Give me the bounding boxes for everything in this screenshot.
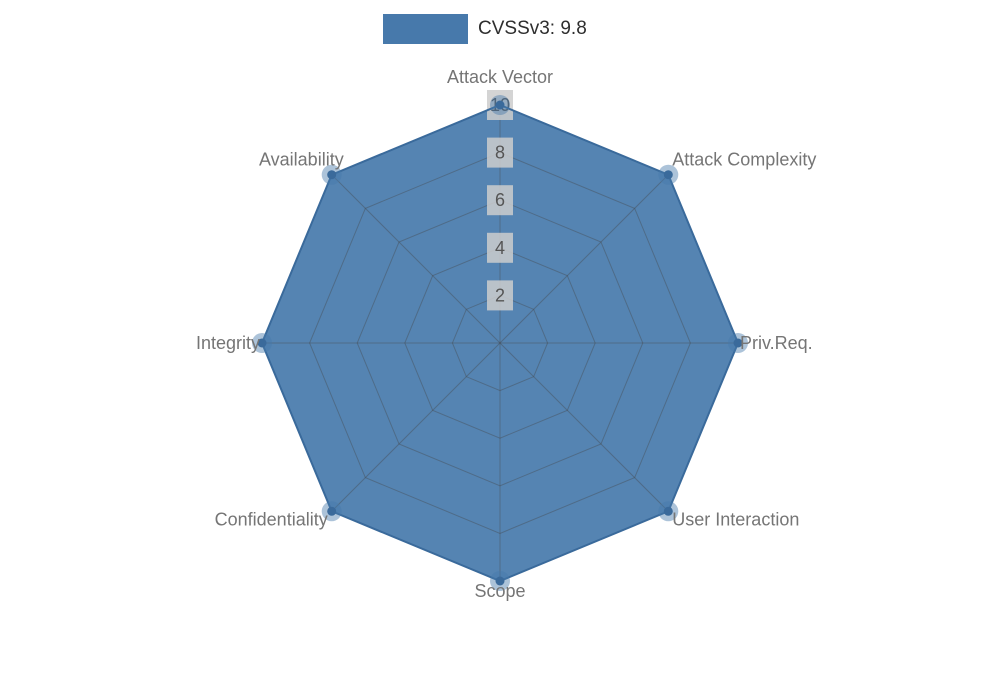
tick-bg xyxy=(487,232,513,263)
series-area xyxy=(262,105,738,581)
axis-label: Integrity xyxy=(196,333,260,353)
grid-spoke xyxy=(331,342,501,512)
tick-label: 2 xyxy=(495,285,505,305)
legend-swatch xyxy=(383,14,468,44)
axis-label: Priv.Req. xyxy=(740,333,813,353)
tick-label: 6 xyxy=(495,190,505,210)
series-dot xyxy=(327,506,337,516)
series-dot xyxy=(327,170,337,180)
grid-spoke xyxy=(499,342,669,512)
legend-label: CVSSv3: 9.8 xyxy=(478,18,587,39)
axis-label: Attack Vector xyxy=(447,67,553,87)
tick-label: 4 xyxy=(495,238,505,258)
grid-spoke xyxy=(499,174,669,344)
series-dot xyxy=(257,338,267,348)
tick-bg xyxy=(487,280,513,311)
tick-label: 8 xyxy=(495,143,505,163)
series-dot xyxy=(663,506,673,516)
legend[interactable]: CVSSv3: 9.8 xyxy=(383,14,587,44)
grid-ring xyxy=(404,247,596,439)
series-dot xyxy=(733,338,743,348)
axis-label: Scope xyxy=(474,581,525,601)
tick-bg xyxy=(487,185,513,216)
series-dot xyxy=(663,170,673,180)
grid-ring xyxy=(451,294,549,392)
axis-label: User Interaction xyxy=(672,509,799,529)
axis-label: Confidentiality xyxy=(215,509,328,529)
grid-ring xyxy=(309,152,691,534)
series-dot xyxy=(495,576,505,586)
series-dot xyxy=(495,100,505,110)
axis-label: Availability xyxy=(259,150,344,170)
grid-spoke xyxy=(331,174,501,344)
axis-label: Attack Complexity xyxy=(672,150,816,170)
tick-bg xyxy=(487,137,513,168)
grid-ring xyxy=(356,199,644,487)
